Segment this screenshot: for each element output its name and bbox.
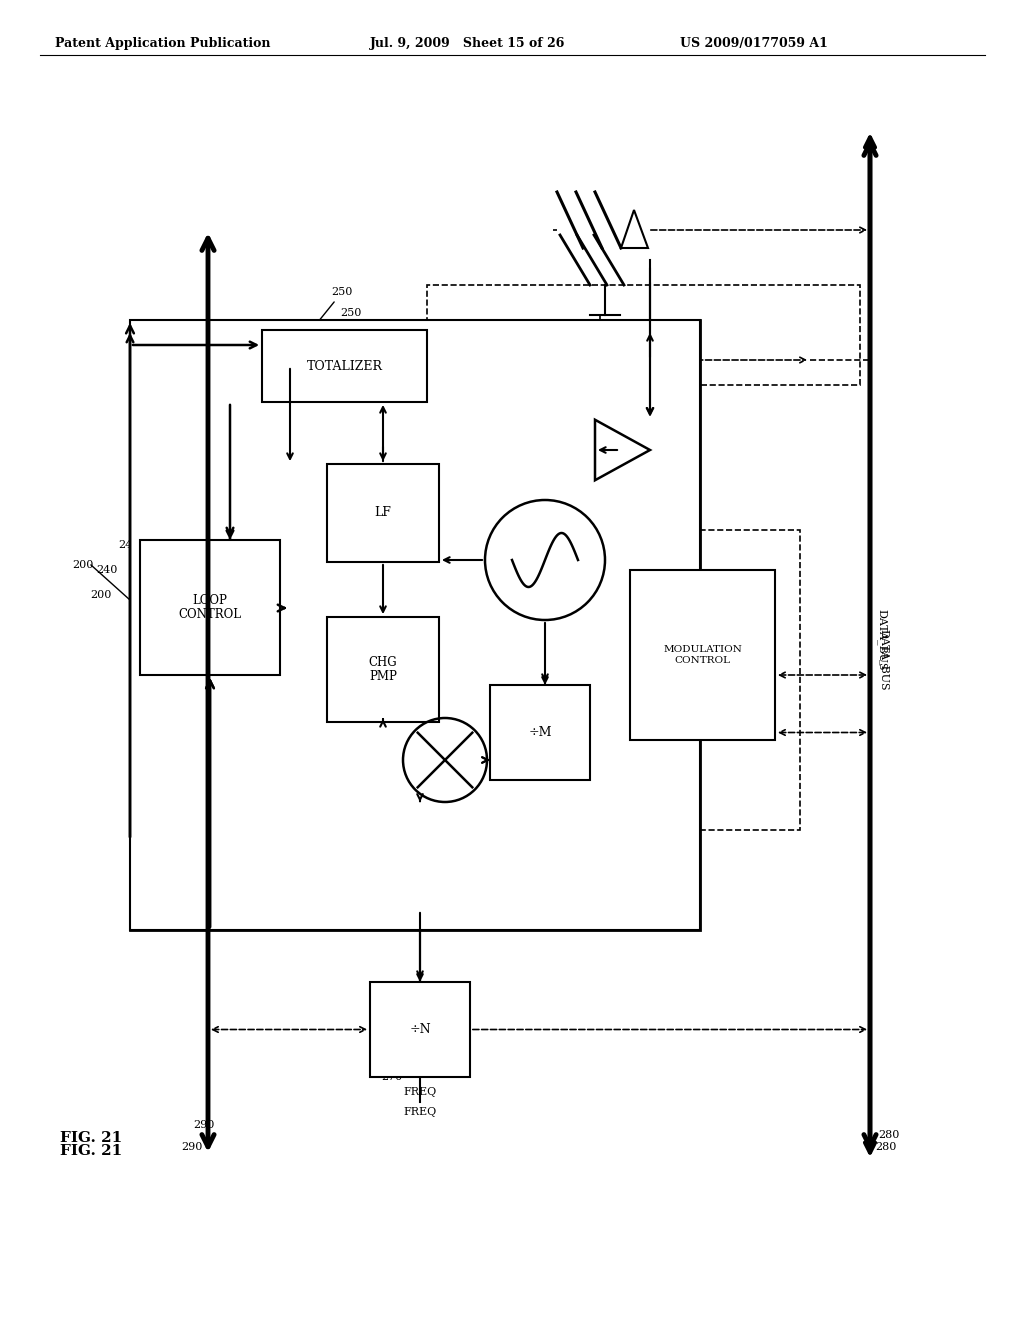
Bar (140, 540, 280, 675)
Text: 290: 290 (181, 1142, 203, 1152)
Text: 260: 260 (660, 500, 681, 510)
Text: 200: 200 (72, 560, 93, 570)
Text: Patent Application Publication: Patent Application Publication (55, 37, 270, 50)
Text: 210: 210 (470, 800, 492, 810)
Bar (262, 330, 427, 403)
Bar (630, 570, 775, 741)
Text: US 2009/0177059 A1: US 2009/0177059 A1 (680, 37, 827, 50)
Text: TOTALIZER: TOTALIZER (306, 359, 383, 372)
Text: 240: 240 (96, 565, 118, 576)
Text: 216: 216 (555, 510, 577, 520)
Text: 230: 230 (635, 729, 656, 738)
Text: 220: 220 (470, 352, 492, 362)
Text: FREQ: FREQ (403, 1086, 436, 1097)
Text: CONTROL_BUS: CONTROL_BUS (189, 675, 200, 766)
Text: CHG
PMP: CHG PMP (369, 656, 397, 684)
Text: LF: LF (375, 507, 391, 520)
Bar (130, 319, 700, 931)
Text: ÷N: ÷N (410, 1023, 431, 1036)
Text: 214: 214 (285, 440, 306, 450)
Bar (490, 685, 590, 780)
Text: 260: 260 (660, 492, 681, 502)
Text: VCO: VCO (608, 520, 634, 531)
Text: ÷M: ÷M (528, 726, 552, 739)
Text: FREQ: FREQ (403, 1107, 436, 1117)
Text: OUT: OUT (622, 620, 630, 640)
Bar (427, 285, 860, 385)
Text: 210: 210 (460, 756, 481, 767)
Text: 230: 230 (638, 734, 659, 744)
Text: 270: 270 (381, 1072, 402, 1082)
Text: 216: 216 (513, 484, 535, 495)
Text: 214: 214 (289, 451, 310, 462)
Text: FIG. 21: FIG. 21 (60, 1131, 122, 1144)
Text: PD: PD (371, 755, 387, 766)
Bar (130, 319, 700, 931)
Text: 280: 280 (878, 1130, 899, 1140)
Text: 218: 218 (500, 752, 521, 763)
Bar (370, 982, 470, 1077)
Text: 250: 250 (340, 308, 361, 318)
Text: 220: 220 (470, 510, 492, 520)
Text: A: A (612, 444, 622, 457)
Bar (327, 616, 439, 722)
Text: 220: 220 (550, 360, 571, 370)
Text: 270: 270 (375, 1071, 396, 1080)
Text: F: F (610, 634, 618, 640)
Text: FIG. 21: FIG. 21 (60, 1144, 122, 1158)
Text: 218: 218 (464, 800, 485, 810)
Text: 240: 240 (118, 540, 139, 550)
Bar (470, 531, 800, 830)
Text: 250: 250 (313, 286, 353, 327)
Text: LOOP
CONTROL: LOOP CONTROL (178, 594, 242, 622)
Text: Jul. 9, 2009   Sheet 15 of 26: Jul. 9, 2009 Sheet 15 of 26 (370, 37, 565, 50)
Text: 212: 212 (285, 601, 306, 610)
Text: 200: 200 (90, 590, 112, 601)
Text: MODULATION
CONTROL: MODULATION CONTROL (664, 645, 742, 665)
Text: CONTROL_BUS: CONTROL_BUS (199, 645, 209, 735)
Bar (290, 400, 670, 836)
Text: DATA_BUS: DATA_BUS (878, 630, 889, 690)
Text: DATA_BUS: DATA_BUS (877, 610, 888, 671)
Text: 290: 290 (194, 1119, 215, 1130)
Text: 280: 280 (874, 1142, 896, 1152)
Text: 212: 212 (289, 610, 310, 620)
Bar (327, 465, 439, 562)
